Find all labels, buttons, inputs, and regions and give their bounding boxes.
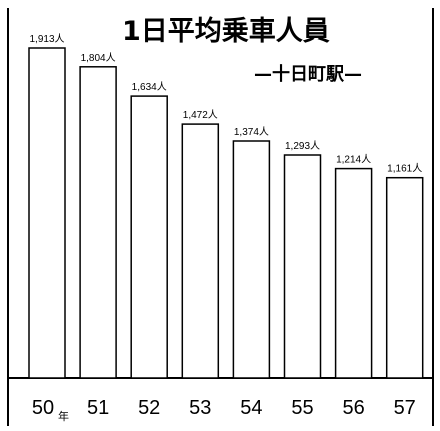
data-label-57: 1,161人 — [387, 163, 422, 175]
bar-50 — [28, 47, 66, 379]
data-label-54: 1,374人 — [234, 126, 269, 138]
bar-56 — [334, 167, 373, 379]
bar-55 — [283, 154, 322, 379]
x-tick-label-53: 53 — [189, 397, 211, 419]
bar-57 — [385, 176, 424, 379]
x-tick-labels: 50 51 52 53 54 55 56 57 — [32, 397, 416, 419]
bar-52 — [130, 95, 168, 379]
data-label-56: 1,214人 — [336, 154, 371, 166]
data-label-52: 1,634人 — [132, 81, 167, 93]
bars — [28, 47, 424, 379]
data-label-51: 1,804人 — [81, 52, 116, 64]
x-tick-label-51: 51 — [87, 397, 109, 419]
x-tick-label-54: 54 — [240, 397, 262, 419]
bar-53 — [181, 123, 220, 379]
bar-54 — [232, 140, 271, 379]
data-label-55: 1,293人 — [285, 140, 320, 152]
bar-51 — [79, 66, 117, 379]
data-labels: 1,913人 1,804人 1,634人 1,472人 1,374人 1,293人 1,21… — [29, 33, 422, 175]
x-tick-label-52: 52 — [138, 397, 160, 419]
data-label-50: 1,913人 — [29, 33, 64, 45]
x-tick-label-55: 55 — [291, 397, 313, 419]
x-unit-label: 年 — [58, 409, 69, 423]
x-tick-label-56: 56 — [342, 397, 364, 419]
chart-subtitle: —十日町駅— — [254, 63, 362, 85]
chart-title: 1日平均乗車人員 — [122, 16, 330, 47]
data-label-53: 1,472人 — [183, 109, 218, 121]
x-tick-label-57: 57 — [394, 397, 416, 419]
x-tick-label-50: 50 — [32, 397, 54, 419]
